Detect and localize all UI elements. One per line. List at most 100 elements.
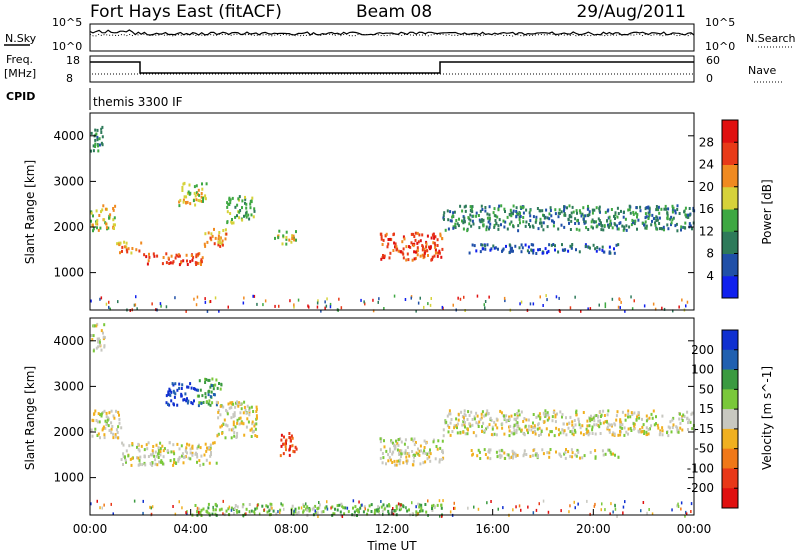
data-cell-1-8 <box>481 425 483 429</box>
data-cell-0-9 <box>522 211 525 215</box>
data-cell-0-0 <box>100 131 103 134</box>
data-cell-0-8 <box>405 245 408 249</box>
data-cell-0-9 <box>574 217 577 221</box>
data-cell-0-8 <box>403 237 406 241</box>
data-cell-0-2 <box>140 241 143 245</box>
noise-cell-1 <box>622 505 625 509</box>
data-cell-1-8 <box>641 429 644 433</box>
noise-cell-1 <box>277 510 279 514</box>
data-cell-0-10 <box>550 243 553 247</box>
data-cell-0-9 <box>619 221 622 225</box>
data-cell-1-9 <box>489 457 492 461</box>
noise-cell-0 <box>604 302 607 306</box>
data-cell-0-9 <box>484 206 487 209</box>
data-cell-1-7 <box>426 452 429 456</box>
data-cell-0-9 <box>515 210 518 213</box>
data-cell-0-9 <box>628 225 631 229</box>
data-cell-1-4 <box>218 382 220 385</box>
data-cell-0-3 <box>153 254 156 258</box>
data-cell-1-8 <box>669 420 672 424</box>
data-cell-1-7 <box>398 453 401 456</box>
noise-cell-1 <box>600 508 602 512</box>
data-cell-1-2 <box>131 442 134 445</box>
data-cell-0-6 <box>234 215 237 219</box>
data-cell-1-7 <box>420 449 422 453</box>
data-cell-0-8 <box>383 254 386 258</box>
data-cell-1-7 <box>383 445 386 449</box>
data-cell-1-2 <box>181 452 184 456</box>
noise-cell-0 <box>589 307 592 311</box>
data-cell-0-8 <box>438 249 441 253</box>
noise-cell-1 <box>172 505 174 508</box>
data-cell-0-3 <box>200 260 203 264</box>
colorbar-swatch <box>722 231 738 254</box>
data-cell-1-2 <box>178 447 181 451</box>
data-cell-0-9 <box>634 219 637 223</box>
data-cell-0-1 <box>96 222 99 226</box>
data-cell-0-3 <box>192 255 195 259</box>
data-cell-1-8 <box>647 428 650 432</box>
data-cell-1-7 <box>393 444 396 448</box>
data-cell-1-7 <box>422 461 425 465</box>
data-cell-1-1 <box>116 431 119 434</box>
data-cell-1-1 <box>110 431 113 435</box>
data-cell-1-9 <box>513 451 516 455</box>
data-cell-1-3 <box>174 382 177 386</box>
data-cell-0-2 <box>121 249 123 253</box>
data-cell-0-9 <box>497 224 500 228</box>
data-cell-0-9 <box>658 227 661 231</box>
data-cell-1-2 <box>196 460 198 464</box>
data-cell-1-5 <box>226 410 229 414</box>
noise-cell-1 <box>151 505 154 509</box>
data-cell-1-8 <box>593 414 596 418</box>
data-cell-0-6 <box>229 212 232 215</box>
data-cell-1-10 <box>417 502 420 506</box>
data-cell-1-2 <box>162 449 165 453</box>
noise-cell-0 <box>293 305 295 309</box>
data-cell-0-9 <box>579 211 582 215</box>
data-cell-1-8 <box>615 418 618 422</box>
data-cell-1-10 <box>331 505 334 509</box>
data-cell-1-8 <box>627 427 630 431</box>
noise-cell-1 <box>305 502 307 506</box>
data-cell-1-9 <box>589 450 592 454</box>
data-cell-1-7 <box>429 448 431 452</box>
data-cell-0-10 <box>471 243 474 247</box>
data-cell-1-9 <box>507 453 510 457</box>
noise-cell-1 <box>593 504 596 508</box>
noise-cell-0 <box>108 305 110 309</box>
data-cell-1-8 <box>446 414 449 418</box>
data-cell-0-9 <box>543 214 545 218</box>
data-cell-1-5 <box>222 405 225 409</box>
noise-cell-0 <box>686 300 689 304</box>
data-cell-1-3 <box>168 403 171 407</box>
data-cell-1-6 <box>282 442 285 446</box>
data-cell-0-10 <box>589 246 591 250</box>
data-cell-0-9 <box>660 207 663 211</box>
data-cell-0-9 <box>568 221 570 225</box>
data-cell-1-2 <box>124 455 126 459</box>
noise-cell-0 <box>151 302 153 306</box>
data-cell-1-7 <box>404 449 407 453</box>
data-cell-0-9 <box>540 224 543 228</box>
noise-cell-1 <box>520 508 522 512</box>
data-cell-1-7 <box>390 440 393 444</box>
data-cell-1-8 <box>448 409 451 413</box>
data-cell-1-7 <box>403 451 406 455</box>
data-cell-1-8 <box>587 429 589 433</box>
data-cell-1-10 <box>406 509 409 513</box>
data-cell-1-2 <box>149 462 152 465</box>
data-cell-1-10 <box>333 512 336 516</box>
data-cell-0-9 <box>674 211 677 215</box>
data-cell-1-8 <box>537 423 539 427</box>
data-cell-1-7 <box>396 442 399 446</box>
data-cell-1-5 <box>222 422 225 426</box>
data-cell-0-9 <box>453 210 456 214</box>
noise-cell-0 <box>611 297 614 301</box>
data-cell-0-10 <box>535 252 538 255</box>
data-cell-1-5 <box>217 416 220 420</box>
data-cell-0-10 <box>585 244 588 248</box>
data-cell-0-9 <box>629 211 632 215</box>
noise-cell-1 <box>326 500 328 504</box>
noise-cell-1 <box>535 508 538 512</box>
